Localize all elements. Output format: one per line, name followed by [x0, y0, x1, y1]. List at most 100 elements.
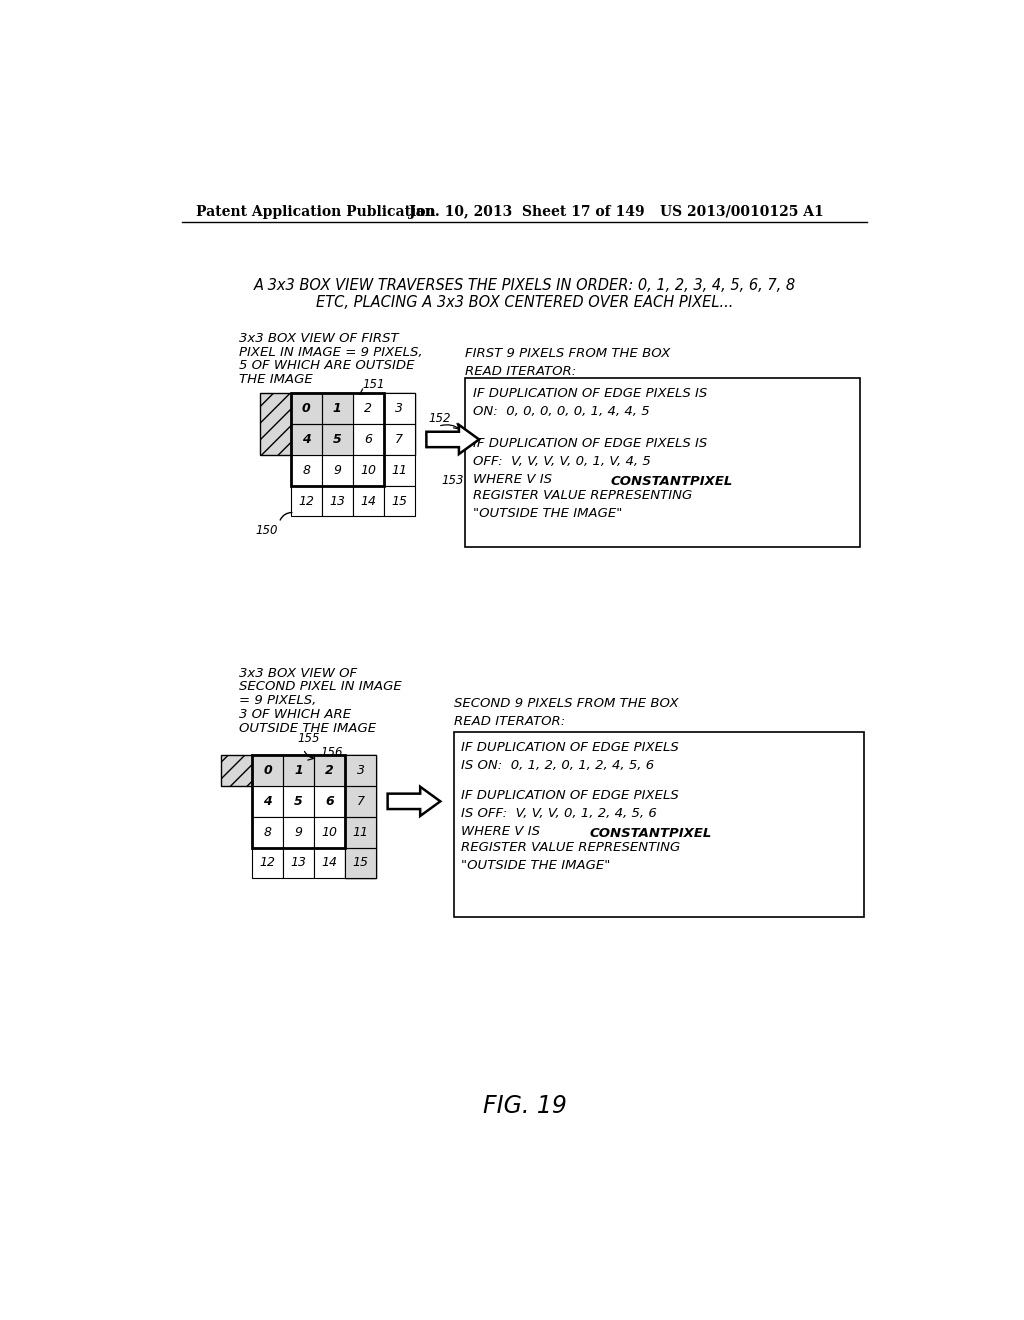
Text: 7: 7: [356, 795, 365, 808]
Text: 8: 8: [302, 463, 310, 477]
Text: OUTSIDE THE IMAGE: OUTSIDE THE IMAGE: [239, 722, 376, 735]
Bar: [345, 785, 376, 817]
Bar: [314, 755, 345, 785]
Bar: [465, 378, 860, 548]
Text: 14: 14: [360, 495, 376, 508]
Bar: [252, 817, 283, 847]
Bar: [291, 486, 322, 516]
Text: 3: 3: [395, 403, 403, 416]
Bar: [345, 817, 376, 847]
Text: = 9 PIXELS,: = 9 PIXELS,: [239, 694, 316, 708]
Bar: [454, 733, 864, 917]
Polygon shape: [426, 425, 479, 454]
Bar: [314, 785, 345, 817]
Bar: [252, 755, 283, 785]
Text: 6: 6: [365, 433, 373, 446]
Bar: [352, 486, 384, 516]
Bar: [283, 847, 314, 878]
Bar: [345, 785, 376, 817]
Bar: [345, 847, 376, 878]
Bar: [291, 393, 384, 486]
Text: 11: 11: [352, 825, 369, 838]
Text: SECOND PIXEL IN IMAGE: SECOND PIXEL IN IMAGE: [239, 681, 401, 693]
Bar: [252, 847, 283, 878]
Text: 156: 156: [321, 746, 343, 759]
Bar: [221, 755, 376, 785]
Text: IF DUPLICATION OF EDGE PIXELS
IS ON:  0, 1, 2, 0, 1, 2, 4, 5, 6: IF DUPLICATION OF EDGE PIXELS IS ON: 0, …: [461, 742, 679, 772]
Bar: [314, 847, 345, 878]
Text: ETC, PLACING A 3x3 BOX CENTERED OVER EACH PIXEL...: ETC, PLACING A 3x3 BOX CENTERED OVER EAC…: [316, 296, 733, 310]
Text: US 2013/0010125 A1: US 2013/0010125 A1: [659, 205, 823, 219]
Bar: [283, 755, 314, 785]
Bar: [322, 424, 352, 455]
Polygon shape: [388, 787, 440, 816]
Bar: [291, 393, 322, 424]
Text: 8: 8: [263, 825, 271, 838]
Bar: [345, 755, 376, 785]
Text: 12: 12: [298, 495, 314, 508]
Text: 3: 3: [356, 764, 365, 777]
Bar: [322, 393, 352, 424]
Bar: [384, 486, 415, 516]
Bar: [322, 393, 352, 424]
Text: 10: 10: [322, 825, 338, 838]
Bar: [283, 785, 314, 817]
Text: 3x3 BOX VIEW OF FIRST: 3x3 BOX VIEW OF FIRST: [239, 331, 398, 345]
Text: A 3x3 BOX VIEW TRAVERSES THE PIXELS IN ORDER: 0, 1, 2, 3, 4, 5, 6, 7, 8: A 3x3 BOX VIEW TRAVERSES THE PIXELS IN O…: [254, 277, 796, 293]
Text: SECOND 9 PIXELS FROM THE BOX
READ ITERATOR:: SECOND 9 PIXELS FROM THE BOX READ ITERAT…: [454, 697, 678, 729]
Text: IF DUPLICATION OF EDGE PIXELS IS
OFF:  V, V, V, V, 0, 1, V, 4, 5
WHERE V IS: IF DUPLICATION OF EDGE PIXELS IS OFF: V,…: [473, 437, 708, 486]
Text: 13: 13: [330, 495, 345, 508]
Text: 4: 4: [302, 433, 310, 446]
Text: IF DUPLICATION OF EDGE PIXELS
IS OFF:  V, V, V, 0, 1, 2, 4, 5, 6
WHERE V IS: IF DUPLICATION OF EDGE PIXELS IS OFF: V,…: [461, 789, 679, 838]
Bar: [384, 455, 415, 486]
Bar: [283, 755, 314, 785]
Text: 0: 0: [302, 403, 310, 416]
Bar: [291, 393, 322, 424]
Text: 5: 5: [294, 795, 303, 808]
Bar: [384, 393, 415, 424]
Bar: [384, 393, 415, 455]
Text: 5: 5: [333, 433, 342, 446]
Bar: [322, 393, 352, 424]
Bar: [291, 424, 322, 455]
Bar: [314, 755, 345, 785]
Bar: [352, 455, 384, 486]
Text: 151: 151: [362, 378, 385, 391]
Text: 14: 14: [322, 857, 338, 870]
Text: 155: 155: [297, 733, 319, 744]
Bar: [322, 424, 352, 455]
Text: 9: 9: [333, 463, 341, 477]
Text: 9: 9: [295, 825, 302, 838]
Bar: [252, 755, 345, 847]
Text: REGISTER VALUE REPRESENTING
"OUTSIDE THE IMAGE": REGISTER VALUE REPRESENTING "OUTSIDE THE…: [473, 488, 692, 520]
Text: PIXEL IN IMAGE = 9 PIXELS,: PIXEL IN IMAGE = 9 PIXELS,: [239, 346, 423, 359]
Text: 10: 10: [360, 463, 376, 477]
Text: 3x3 BOX VIEW OF: 3x3 BOX VIEW OF: [239, 667, 357, 680]
Bar: [291, 393, 322, 424]
Bar: [314, 817, 345, 847]
Bar: [345, 755, 376, 785]
Text: Patent Application Publication: Patent Application Publication: [197, 205, 436, 219]
Text: FIRST 9 PIXELS FROM THE BOX
READ ITERATOR:: FIRST 9 PIXELS FROM THE BOX READ ITERATO…: [465, 347, 671, 378]
Text: REGISTER VALUE REPRESENTING
"OUTSIDE THE IMAGE": REGISTER VALUE REPRESENTING "OUTSIDE THE…: [461, 841, 681, 871]
Bar: [291, 424, 322, 455]
Bar: [252, 755, 283, 785]
Bar: [260, 393, 352, 455]
Text: 11: 11: [391, 463, 408, 477]
Text: 3 OF WHICH ARE: 3 OF WHICH ARE: [239, 708, 351, 721]
Text: 153: 153: [442, 474, 464, 487]
Text: 12: 12: [259, 857, 275, 870]
Text: FIG. 19: FIG. 19: [483, 1094, 566, 1118]
Bar: [345, 817, 376, 847]
Bar: [384, 424, 415, 455]
Text: 152: 152: [429, 412, 452, 425]
Text: IF DUPLICATION OF EDGE PIXELS IS
ON:  0, 0, 0, 0, 0, 1, 4, 4, 5: IF DUPLICATION OF EDGE PIXELS IS ON: 0, …: [473, 387, 708, 418]
Bar: [345, 847, 376, 878]
Text: 0: 0: [263, 764, 272, 777]
Bar: [252, 755, 283, 785]
Bar: [252, 785, 283, 817]
Text: 1: 1: [294, 764, 303, 777]
Bar: [283, 817, 314, 847]
Text: 15: 15: [352, 857, 369, 870]
Text: 15: 15: [391, 495, 408, 508]
